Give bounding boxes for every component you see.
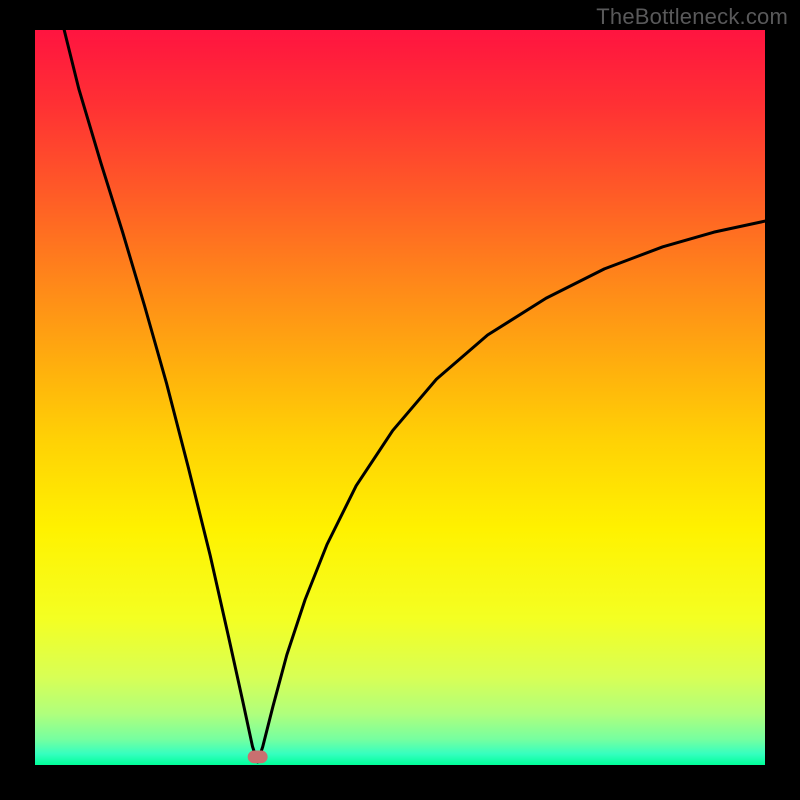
chart-frame: TheBottleneck.com — [0, 0, 800, 800]
vertex-marker — [248, 751, 267, 763]
bottleneck-chart — [0, 0, 800, 800]
gradient-background — [35, 30, 765, 765]
watermark-text: TheBottleneck.com — [596, 4, 788, 30]
